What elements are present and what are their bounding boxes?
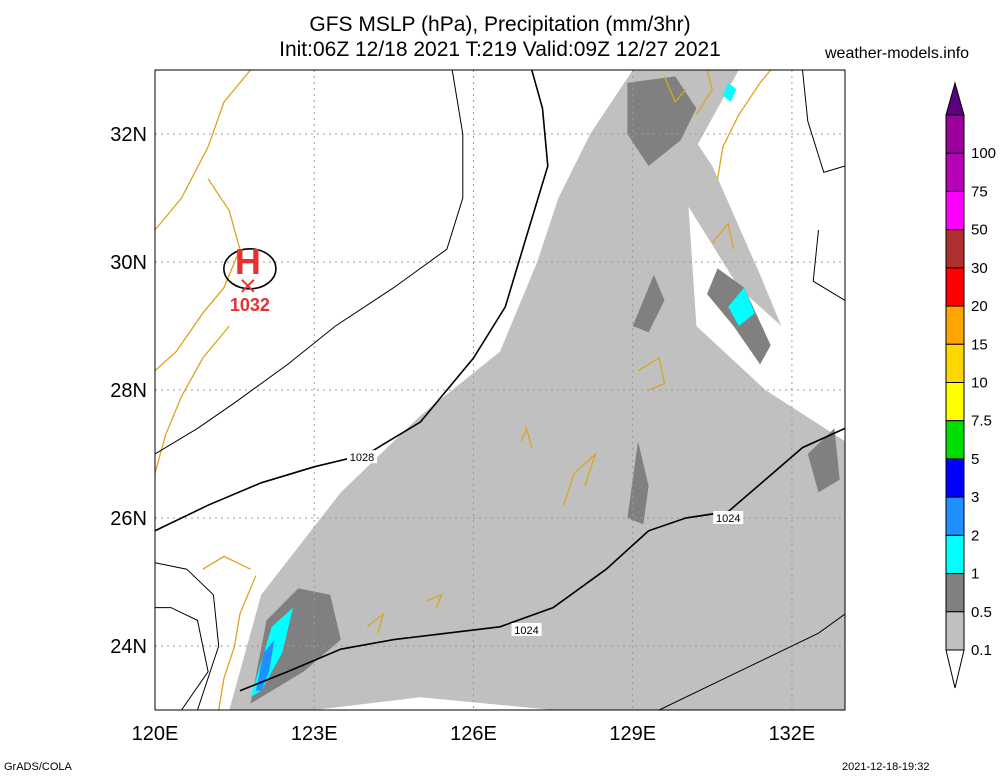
colorbar-swatch — [945, 229, 965, 269]
isobar-line — [155, 607, 209, 710]
coastlines — [155, 70, 772, 710]
isobar-line — [812, 229, 845, 301]
coastline — [425, 593, 443, 608]
site-credit: weather-models.info — [825, 45, 970, 62]
precip-patch — [722, 82, 737, 102]
isobar-line — [802, 70, 845, 174]
colorbar-label: 100 — [971, 145, 996, 162]
colorbar-swatch — [945, 305, 965, 345]
isobar-line — [155, 70, 549, 532]
high-pressure-value: 1032 — [230, 295, 270, 315]
colorbar-swatch — [945, 190, 965, 231]
coastline — [520, 426, 533, 448]
render-timestamp: 2021-12-18-19:32 — [842, 761, 930, 773]
isobar-line — [658, 613, 845, 710]
isobar-line — [155, 562, 220, 710]
lat-tick-label: 28N — [110, 380, 147, 402]
lat-tick-label: 32N — [110, 124, 147, 146]
colorbar-label: 1 — [971, 566, 979, 583]
colorbar-swatch — [945, 611, 965, 651]
isobar-label: 1024 — [514, 625, 538, 637]
colorbar-label: 15 — [971, 336, 988, 353]
coastline — [202, 555, 251, 570]
colorbar-label: 30 — [971, 260, 988, 277]
isobars: 1028 1024 1024 — [155, 70, 845, 710]
lon-tick-label: 132E — [769, 723, 816, 745]
coastline — [637, 356, 666, 391]
coastline — [155, 70, 252, 231]
colorbar-label: 75 — [971, 183, 988, 200]
map-title-line1: GFS MSLP (hPa), Precipitation (mm/3hr) — [309, 13, 691, 36]
colorbar-swatch — [945, 534, 965, 575]
colorbar-swatch — [945, 496, 965, 536]
isobar-label-bg — [511, 623, 542, 636]
colorbar-label: 3 — [971, 489, 979, 506]
colorbar-swatch — [945, 114, 965, 154]
isobar-line — [155, 70, 464, 455]
precip-patch — [229, 70, 845, 710]
lon-tick-label: 123E — [291, 723, 338, 745]
map-frame — [154, 69, 846, 711]
lon-tick-label: 126E — [450, 723, 497, 745]
coastline — [695, 70, 714, 116]
colorbar-swatch — [945, 267, 965, 307]
precip-patch — [627, 76, 697, 166]
precip-patch — [807, 428, 840, 493]
colorbar-top-arrow — [945, 81, 965, 116]
colorbar-swatch — [945, 382, 965, 422]
isobar-label: 1028 — [350, 452, 374, 464]
coastline — [663, 76, 687, 104]
high-letter: H — [235, 241, 261, 282]
lat-tick-label: 24N — [110, 636, 147, 658]
high-pressure-center: H 1032 — [223, 241, 277, 315]
lat-tick-label: 26N — [110, 508, 147, 530]
colorbar-label: 10 — [971, 375, 988, 392]
lon-tick-label: 120E — [132, 723, 179, 745]
high-marker — [241, 279, 255, 293]
isobar-label: 1024 — [716, 513, 740, 525]
map-title-line2: Init:06Z 12/18 2021 T:219 Valid:09Z 12/2… — [279, 38, 721, 61]
colorbar-label: 0.5 — [971, 604, 992, 621]
colorbar-label: 0.1 — [971, 642, 992, 659]
colorbar-swatch — [945, 343, 965, 383]
coastline — [563, 451, 597, 506]
precipitation-layer — [229, 70, 845, 710]
colorbar-swatch — [945, 573, 965, 613]
precip-patch — [632, 274, 665, 333]
software-credit: GrADS/COLA — [4, 761, 72, 773]
colorbar-swatch — [945, 420, 965, 460]
coastline — [218, 575, 257, 710]
graticule — [155, 70, 845, 710]
colorbar-label: 50 — [971, 222, 988, 239]
colorbar-label: 7.5 — [971, 413, 992, 430]
precip-colorbar: 100 75 50 30 20 15 10 7.5 5 3 2 1 0.5 0.1 — [945, 81, 996, 689]
colorbar-bottom-arrow — [945, 649, 965, 689]
isobar-label-bg — [347, 450, 377, 464]
coastline — [155, 325, 230, 474]
colorbar-label: 20 — [971, 298, 988, 315]
axis-labels: 120E 123E 126E 129E 132E 24N 26N 28N 30N 32N — [110, 124, 815, 745]
coastline — [155, 178, 241, 372]
colorbar-label: 5 — [971, 451, 979, 468]
colorbar-label: 2 — [971, 527, 979, 544]
colorbar-swatch — [945, 458, 965, 498]
isobar-line — [239, 427, 845, 692]
lat-tick-label: 30N — [110, 252, 147, 274]
precip-patch — [255, 639, 275, 691]
lon-tick-label: 129E — [609, 723, 656, 745]
precip-patch — [250, 588, 341, 704]
coastline — [366, 612, 385, 634]
isobar-label-bg — [713, 511, 744, 524]
coastline — [716, 70, 772, 179]
precip-patch — [728, 287, 755, 326]
coastline — [711, 222, 735, 250]
colorbar-swatch — [945, 152, 965, 192]
